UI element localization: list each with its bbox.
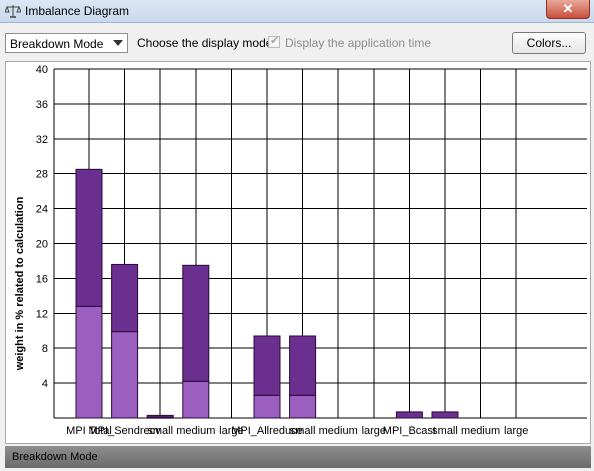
display-mode-value: Breakdown Mode xyxy=(10,37,104,51)
y-tick-label: 16 xyxy=(36,273,48,285)
x-tick-label: small xyxy=(290,425,316,437)
status-bar: Breakdown Mode xyxy=(5,446,591,468)
checkmark-icon: ✔ xyxy=(270,35,280,47)
x-tick-label: large xyxy=(362,425,386,437)
x-tick-label: MPI_Sendrecv xyxy=(89,425,162,437)
x-tick-label: MPI_Bcast xyxy=(383,425,436,437)
y-tick-label: 4 xyxy=(42,378,48,390)
colors-button[interactable]: Colors... xyxy=(512,32,586,54)
bar-segment xyxy=(182,380,210,419)
chart-panel: 4 8 12 16 20 24 28 32 36 40 MPI Total MPI_Sendrecv s… xyxy=(5,61,591,444)
x-tick-label: MPI Total xyxy=(66,425,112,437)
x-tick-label: large xyxy=(504,425,528,437)
bar-segment xyxy=(75,168,103,307)
toolbar: Breakdown Mode Choose the display mode ✔… xyxy=(0,23,594,61)
x-tick-label: medium xyxy=(319,425,358,437)
y-tick-label: 12 xyxy=(36,308,48,320)
status-text: Breakdown Mode xyxy=(12,451,98,463)
bar-segment xyxy=(111,263,139,333)
display-mode-label: Choose the display mode xyxy=(137,36,273,50)
x-tick-label: large xyxy=(219,425,243,437)
application-time-checkbox[interactable]: ✔ xyxy=(268,35,280,48)
bar-segment xyxy=(253,335,281,396)
application-time-label: Display the application time xyxy=(285,36,432,50)
chevron-down-icon xyxy=(113,40,123,46)
close-icon: ✕ xyxy=(562,1,574,16)
y-tick-label: 20 xyxy=(36,239,48,251)
bar-segment xyxy=(289,335,317,396)
y-tick-label: 8 xyxy=(42,343,48,355)
x-tick-label: medium xyxy=(461,425,500,437)
display-mode-select[interactable]: Breakdown Mode xyxy=(5,33,128,53)
title-bar[interactable]: Imbalance Diagram ✕ xyxy=(0,0,594,23)
close-button[interactable]: ✕ xyxy=(546,0,590,19)
y-tick-label: 32 xyxy=(36,134,48,146)
bar-segment xyxy=(431,411,459,419)
y-tick-label: 36 xyxy=(36,99,48,111)
bar-segment xyxy=(289,394,317,419)
bar-segment xyxy=(253,394,281,419)
y-tick-label: 40 xyxy=(36,64,48,76)
y-axis-label: weight in % related to calculation xyxy=(14,196,26,371)
x-tick-label: small xyxy=(432,425,458,437)
bar-segment xyxy=(111,331,139,419)
scales-icon xyxy=(5,5,21,18)
x-tick-label: small xyxy=(147,425,173,437)
y-tick-label: 28 xyxy=(36,169,48,181)
bar-segment xyxy=(75,305,103,419)
window-title: Imbalance Diagram xyxy=(25,4,130,18)
bar-segment xyxy=(395,411,423,419)
bar-segment xyxy=(182,264,210,382)
y-tick-label: 24 xyxy=(36,204,48,216)
x-tick-label: MPI_Allreduce xyxy=(231,425,303,437)
x-tick-label: medium xyxy=(176,425,215,437)
bar-segment xyxy=(146,414,174,418)
